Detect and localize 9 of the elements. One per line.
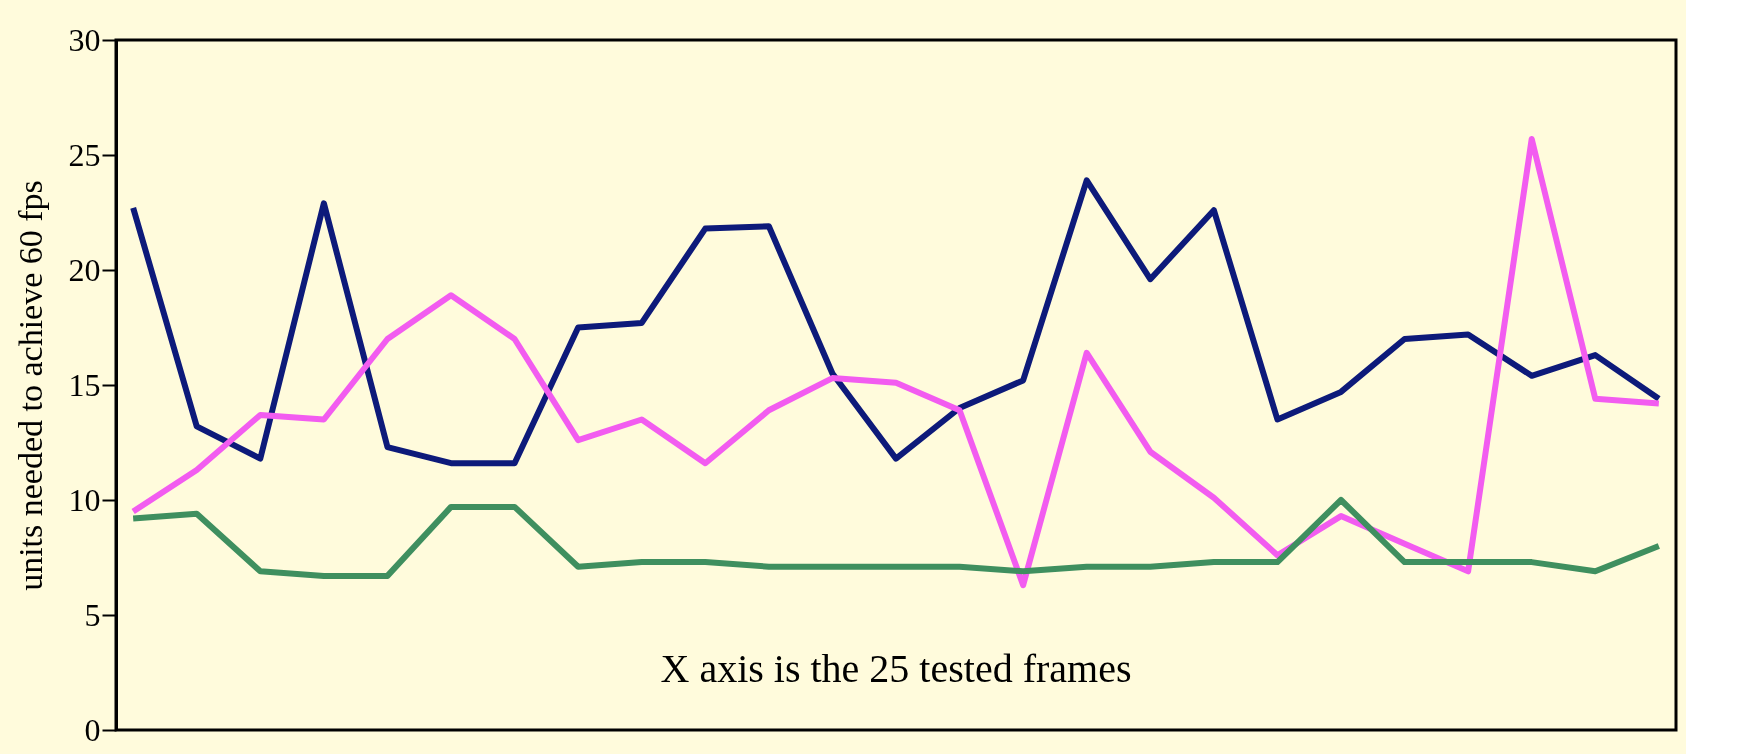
y-tick-label: 30 — [68, 21, 101, 58]
y-tick-label: 5 — [84, 596, 101, 633]
y-tick-label: 25 — [68, 136, 101, 173]
y-axis-title: units needed to achieve 60 fps — [11, 180, 49, 591]
y-tick-label: 15 — [68, 366, 101, 403]
y-tick-label: 10 — [68, 481, 101, 518]
y-tick-label: 20 — [68, 251, 101, 288]
annotation: X axis is the 25 tested frames — [660, 646, 1132, 691]
y-tick-label: 0 — [84, 711, 101, 748]
